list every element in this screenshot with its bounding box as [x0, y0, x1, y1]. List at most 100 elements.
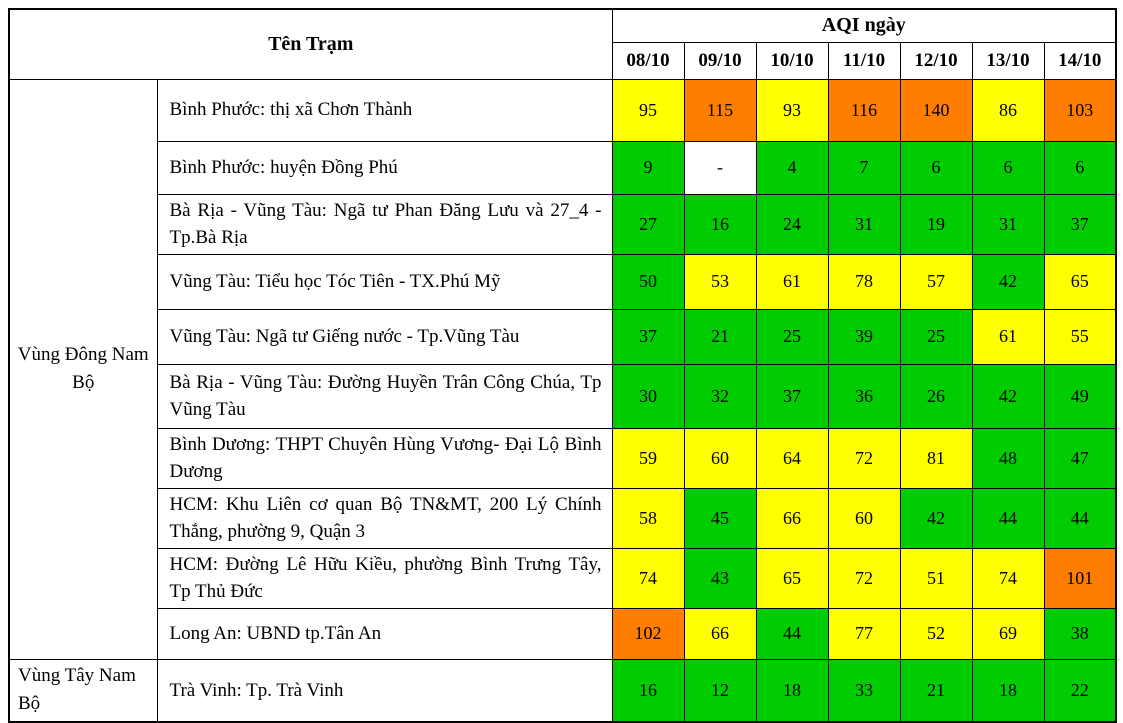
aqi-value-cell: 16 — [611, 658, 685, 723]
aqi-value-cell: 42 — [971, 363, 1045, 429]
aqi-value-cell: 16 — [683, 193, 757, 255]
aqi-value-cell: 61 — [755, 253, 829, 310]
station-name-cell: Trà Vinh: Tp. Trà Vinh — [156, 658, 613, 723]
table-row: Bình Dương: THPT Chuyên Hùng Vương- Đại … — [9, 427, 1117, 489]
date-header: 11/10 — [827, 41, 901, 80]
aqi-value-cell: 116 — [827, 78, 901, 142]
aqi-value-cell: 140 — [899, 78, 973, 142]
aqi-value-cell: 24 — [755, 193, 829, 255]
aqi-value-cell: 95 — [611, 78, 685, 142]
aqi-value-cell: 60 — [683, 427, 757, 489]
aqi-value-cell: 44 — [755, 607, 829, 660]
aqi-value-cell: 18 — [971, 658, 1045, 723]
aqi-value-cell: 60 — [827, 487, 901, 549]
table-row: Vùng Tây Nam Bộ Trà Vinh: Tp. Trà Vinh 16 1… — [8, 658, 1117, 723]
aqi-value-cell: 25 — [755, 308, 829, 365]
aqi-value-cell: 69 — [971, 607, 1045, 660]
aqi-value-cell: 21 — [899, 658, 973, 723]
aqi-value-cell: 74 — [971, 547, 1045, 609]
aqi-value-cell: 47 — [1043, 427, 1117, 489]
aqi-value-cell: 30 — [611, 363, 685, 429]
aqi-value-cell: 48 — [971, 427, 1045, 489]
aqi-value-cell: 7 — [827, 140, 901, 195]
aqi-value-cell: 81 — [899, 427, 973, 489]
aqi-value-cell: - — [683, 140, 757, 195]
station-name-cell: Bà Rịa - Vũng Tàu: Ngã tư Phan Đăng Lưu … — [156, 193, 613, 255]
station-name-cell: Bình Dương: THPT Chuyên Hùng Vương- Đại … — [156, 427, 613, 489]
table-row: Long An: UBND tp.Tân An 102 66 44 77 52 69 38 — [9, 607, 1117, 660]
aqi-value-cell: 72 — [827, 427, 901, 489]
aqi-value-cell: 45 — [683, 487, 757, 549]
header-row-top: Tên Trạm AQI ngày — [8, 8, 1117, 80]
date-header: 09/10 — [683, 41, 757, 80]
table-row: Bình Phước: huyện Đồng Phú 9-4 7 6 6 6 — [9, 140, 1117, 195]
aqi-value-cell: 6 — [1043, 140, 1117, 195]
aqi-value-cell: 25 — [899, 308, 973, 365]
station-name-cell: Bình Phước: huyện Đồng Phú — [156, 140, 613, 195]
region-cell: Vùng Tây Nam Bộ — [8, 658, 158, 723]
aqi-value-cell: 57 — [899, 253, 973, 310]
aqi-value-cell: 42 — [971, 253, 1045, 310]
aqi-value-cell: 102 — [611, 607, 685, 660]
aqi-value-cell: 49 — [1043, 363, 1117, 429]
date-header: 08/10 — [611, 41, 685, 80]
aqi-value-cell: 43 — [683, 547, 757, 609]
aqi-value-cell: 58 — [611, 487, 685, 549]
date-header: 14/10 — [1043, 41, 1117, 80]
aqi-value-cell: 50 — [611, 253, 685, 310]
aqi-value-cell: 64 — [755, 427, 829, 489]
page: Tên Trạm AQI ngày 08/10 09/10 10/10 11/10 12… — [8, 8, 1118, 723]
date-header: 10/10 — [755, 41, 829, 80]
aqi-value-cell: 52 — [899, 607, 973, 660]
aqi-value-cell: 4 — [755, 140, 829, 195]
header-row-dates: 08/10 09/10 10/10 11/10 12/10 13/10 14/10 — [9, 41, 1117, 80]
aqi-value-cell: 36 — [827, 363, 901, 429]
station-name-cell: Vũng Tàu: Tiểu học Tóc Tiên - TX.Phú Mỹ — [156, 253, 613, 310]
aqi-value-cell: 6 — [899, 140, 973, 195]
aqi-day-header: AQI ngày — [611, 8, 1117, 43]
aqi-value-cell: 72 — [827, 547, 901, 609]
aqi-value-cell: 86 — [971, 78, 1045, 142]
aqi-value-cell: 31 — [827, 193, 901, 255]
region-cell: Vùng Đông Nam Bộ — [8, 78, 158, 660]
aqi-value-cell: 18 — [755, 658, 829, 723]
aqi-value-cell: 38 — [1043, 607, 1117, 660]
station-name-cell: HCM: Khu Liên cơ quan Bộ TN&MT, 200 Lý C… — [156, 487, 613, 549]
date-header: 13/10 — [971, 41, 1045, 80]
aqi-value-cell: 101 — [1043, 547, 1117, 609]
table-row: Vũng Tàu: Ngã tư Giếng nước - Tp.Vũng Tà… — [9, 308, 1117, 365]
aqi-value-cell: 77 — [827, 607, 901, 660]
aqi-value-cell: 37 — [611, 308, 685, 365]
date-header: 12/10 — [899, 41, 973, 80]
station-name-cell: Bà Rịa - Vũng Tàu: Đường Huyền Trân Công… — [156, 363, 613, 429]
aqi-value-cell: 103 — [1043, 78, 1117, 142]
aqi-table: Tên Trạm AQI ngày 08/10 09/10 10/10 11/10 12… — [8, 8, 1118, 723]
aqi-value-cell: 19 — [899, 193, 973, 255]
aqi-value-cell: 6 — [971, 140, 1045, 195]
aqi-value-cell: 93 — [755, 78, 829, 142]
station-name-cell: Bình Phước: thị xã Chơn Thành — [156, 78, 613, 142]
aqi-value-cell: 9 — [611, 140, 685, 195]
aqi-value-cell: 55 — [1043, 308, 1117, 365]
aqi-value-cell: 66 — [683, 607, 757, 660]
station-header: Tên Trạm — [8, 8, 613, 80]
aqi-value-cell: 21 — [683, 308, 757, 365]
station-name-cell: Vũng Tàu: Ngã tư Giếng nước - Tp.Vũng Tà… — [156, 308, 613, 365]
aqi-value-cell: 65 — [755, 547, 829, 609]
aqi-value-cell: 53 — [683, 253, 757, 310]
table-row: HCM: Khu Liên cơ quan Bộ TN&MT, 200 Lý C… — [9, 487, 1117, 549]
aqi-value-cell: 66 — [755, 487, 829, 549]
aqi-value-cell: 115 — [683, 78, 757, 142]
aqi-value-cell: 51 — [899, 547, 973, 609]
aqi-value-cell: 44 — [1043, 487, 1117, 549]
station-name-cell: Long An: UBND tp.Tân An — [156, 607, 613, 660]
aqi-value-cell: 74 — [611, 547, 685, 609]
aqi-value-cell: 22 — [1043, 658, 1117, 723]
table-row: Bà Rịa - Vũng Tàu: Đường Huyền Trân Công… — [9, 363, 1117, 429]
aqi-value-cell: 44 — [971, 487, 1045, 549]
table-row: Bà Rịa - Vũng Tàu: Ngã tư Phan Đăng Lưu … — [9, 193, 1117, 255]
aqi-value-cell: 59 — [611, 427, 685, 489]
aqi-value-cell: 78 — [827, 253, 901, 310]
aqi-value-cell: 27 — [611, 193, 685, 255]
table-row: Vùng Đông Nam Bộ Bình Phước: thị xã Chơn … — [8, 78, 1117, 660]
